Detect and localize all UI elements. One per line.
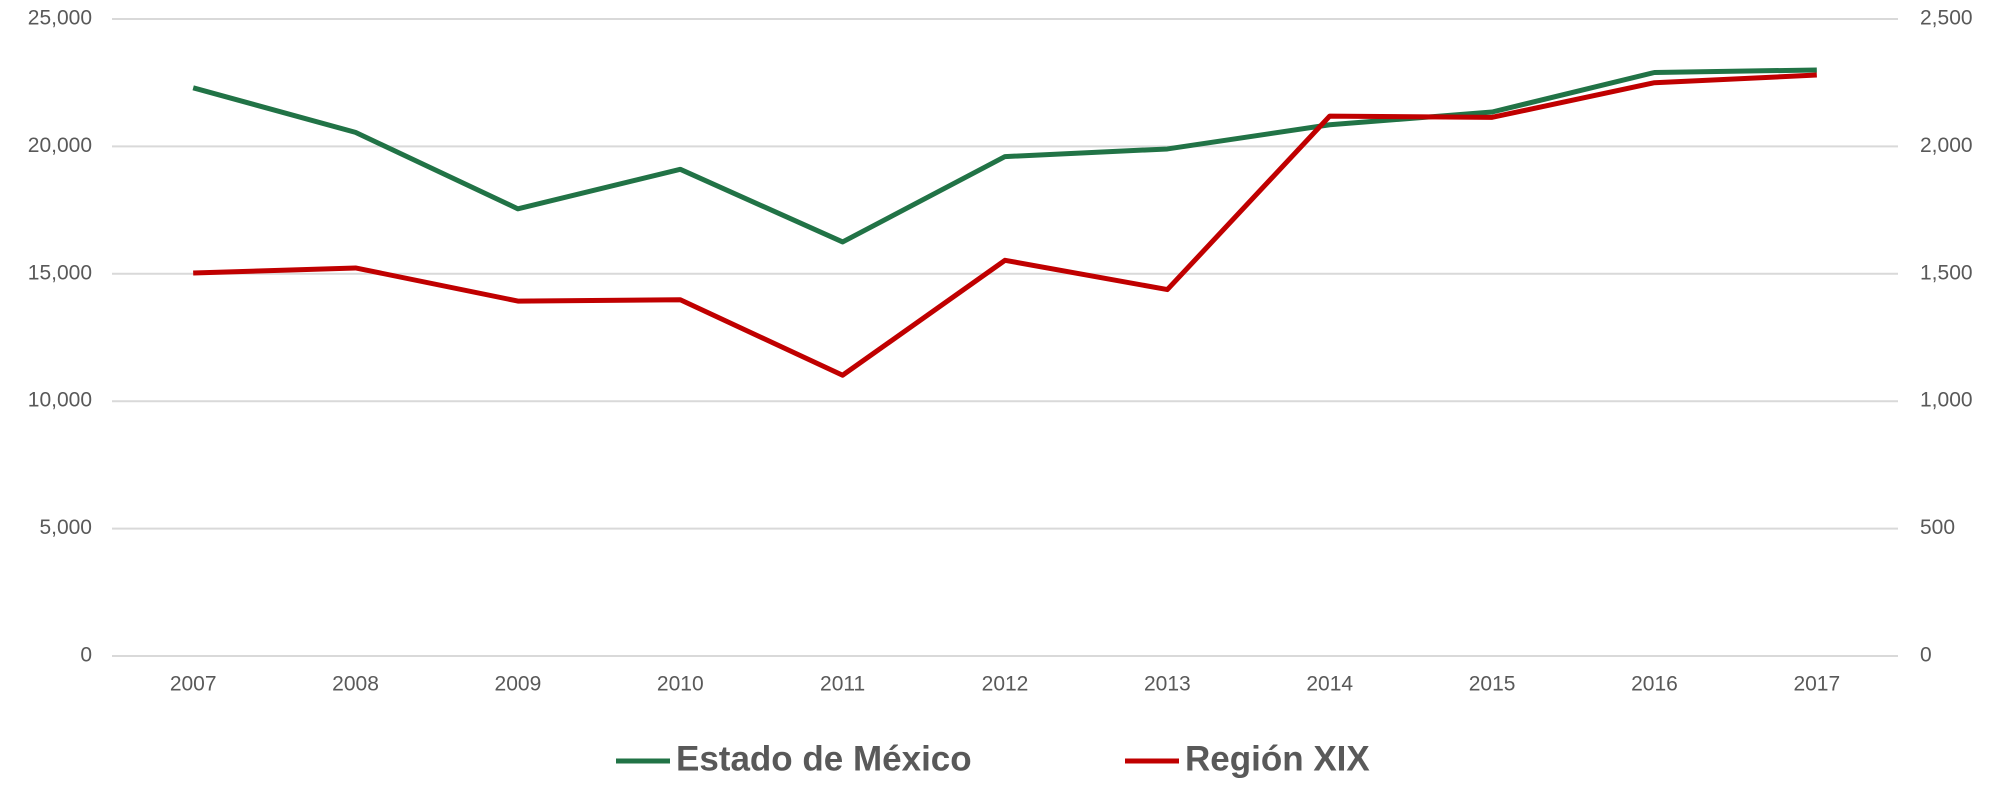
y-tick-label: 15,000: [28, 261, 92, 284]
y-tick-label: 10,000: [28, 389, 92, 412]
y-tick-label: 20,000: [28, 134, 92, 157]
y2-tick-label: 0: [1920, 644, 1932, 667]
series-line: [193, 72, 1817, 378]
x-tick-label: 2010: [657, 673, 704, 696]
y-tick-label: 0: [80, 644, 92, 667]
x-tick-label: 2014: [1306, 673, 1353, 696]
x-tick-label: 2009: [495, 673, 542, 696]
y2-tick-label: 500: [1920, 516, 1955, 539]
y2-tick-label: 2,000: [1920, 134, 1973, 157]
y2-tick-label: 1,500: [1920, 261, 1973, 284]
x-tick-label: 2008: [332, 673, 379, 696]
x-tick-label: 2016: [1631, 673, 1678, 696]
y2-tick-label: 2,500: [1920, 7, 1973, 30]
x-tick-label: 2013: [1144, 673, 1191, 696]
x-tick-label: 2011: [820, 673, 865, 696]
y-tick-label: 5,000: [39, 516, 92, 539]
y2-tick-label: 1,000: [1920, 389, 1973, 412]
x-tick-label: 2007: [170, 673, 217, 696]
legend-label: Estado de México: [676, 739, 972, 778]
series-line: [192, 67, 1817, 245]
legend-label: Región XIX: [1185, 739, 1370, 778]
y-tick-label: 25,000: [28, 7, 92, 30]
x-tick-label: 2015: [1469, 673, 1516, 696]
x-tick-label: 2012: [982, 673, 1029, 696]
x-tick-label: 2017: [1793, 673, 1840, 696]
